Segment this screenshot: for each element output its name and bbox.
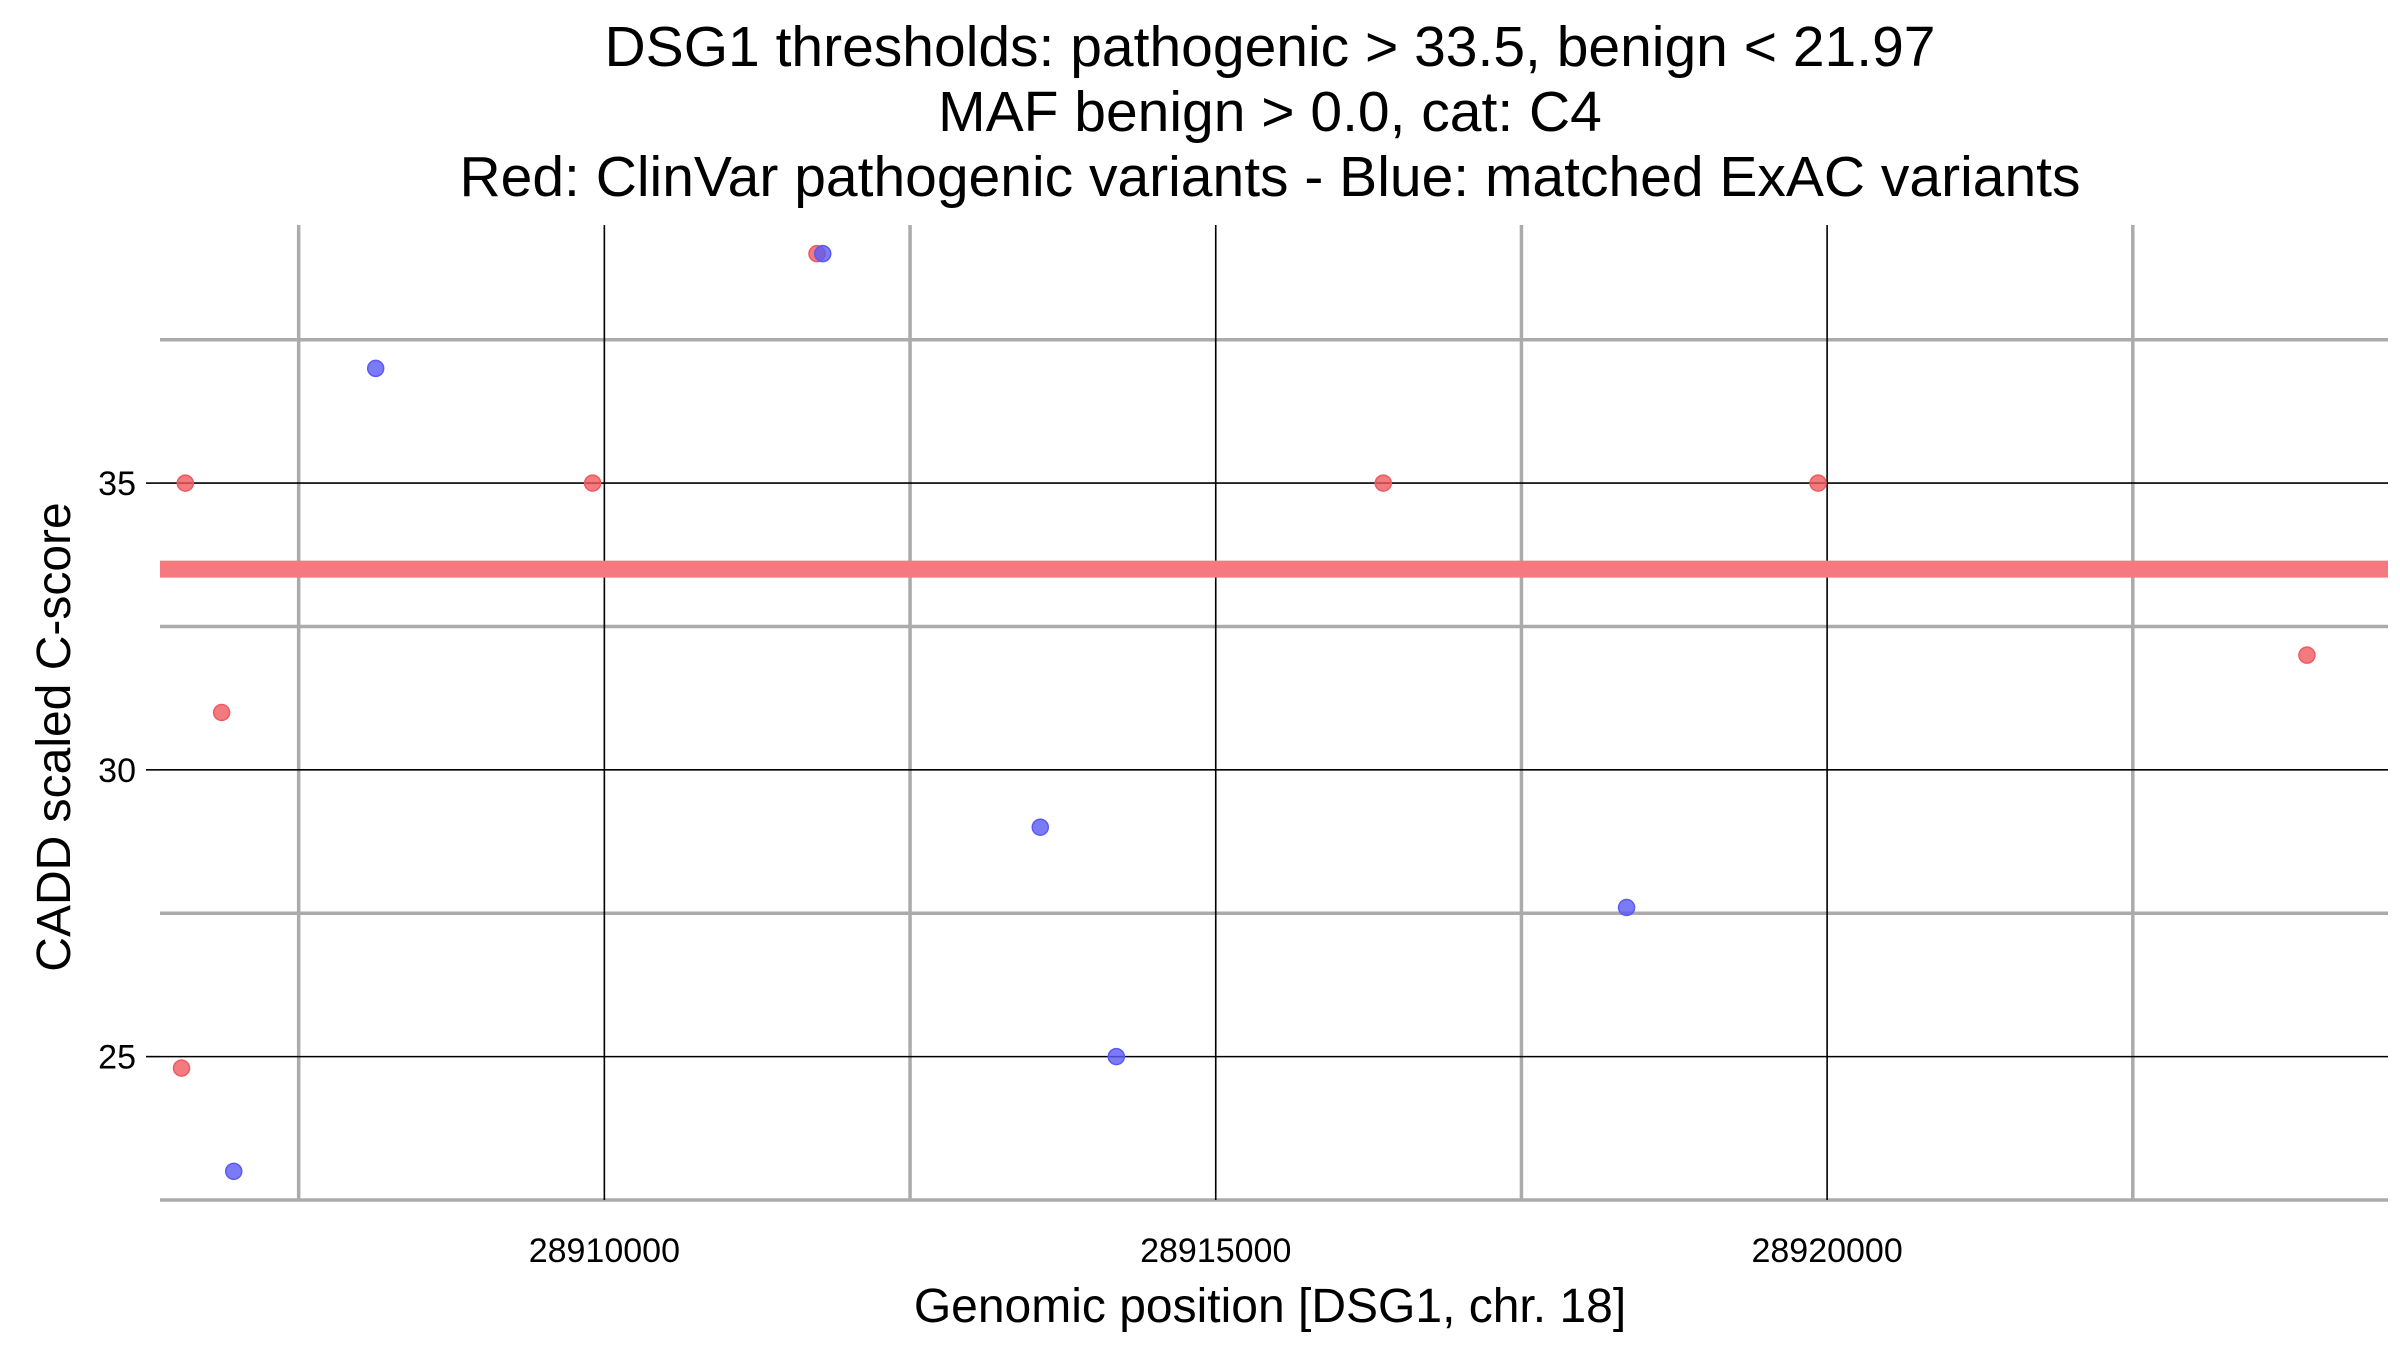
series-1-point-2 <box>813 244 832 263</box>
title-line-3: Red: ClinVar pathogenic variants - Blue:… <box>459 145 2080 209</box>
series-0-point-2 <box>172 1059 191 1077</box>
y-tick-label-2: 35 <box>98 465 136 503</box>
x-axis-ticks: 28910000 28915000 28920000 <box>529 1232 1903 1270</box>
series-1-point-1 <box>366 359 385 378</box>
series-1-point-3 <box>1031 818 1050 836</box>
y-axis-title: CADD scaled C-score <box>28 502 81 971</box>
title-line-2: MAF benign > 0.0, cat: C4 <box>938 80 1602 144</box>
data-points <box>172 244 2316 1181</box>
chart-title: DSG1 thresholds: pathogenic > 33.5, beni… <box>459 15 2080 209</box>
x-tick-label-2: 28920000 <box>1751 1232 1902 1270</box>
major-grid <box>160 225 2388 1200</box>
y-axis-ticks: 25 30 35 <box>98 465 160 1077</box>
series-0-point-7 <box>2298 646 2316 664</box>
series-1-point-4 <box>1107 1047 1126 1066</box>
x-tick-label-1: 28915000 <box>1140 1232 1291 1270</box>
series-0-point-5 <box>1374 474 1393 492</box>
series-1-point-0 <box>224 1162 243 1181</box>
series-0-point-1 <box>212 703 231 722</box>
series-1-point-5 <box>1617 898 1636 917</box>
series-0-point-6 <box>1809 474 1827 492</box>
y-tick-label-1: 30 <box>98 752 136 790</box>
x-tick-label-0: 28910000 <box>529 1232 680 1270</box>
minor-grid <box>160 225 2388 1202</box>
x-axis-title: Genomic position [DSG1, chr. 18] <box>914 1280 1626 1333</box>
series-0-point-3 <box>583 474 602 492</box>
series-0-point-0 <box>176 474 195 492</box>
y-tick-label-0: 25 <box>98 1039 136 1077</box>
title-line-1: DSG1 thresholds: pathogenic > 33.5, beni… <box>605 15 1936 79</box>
